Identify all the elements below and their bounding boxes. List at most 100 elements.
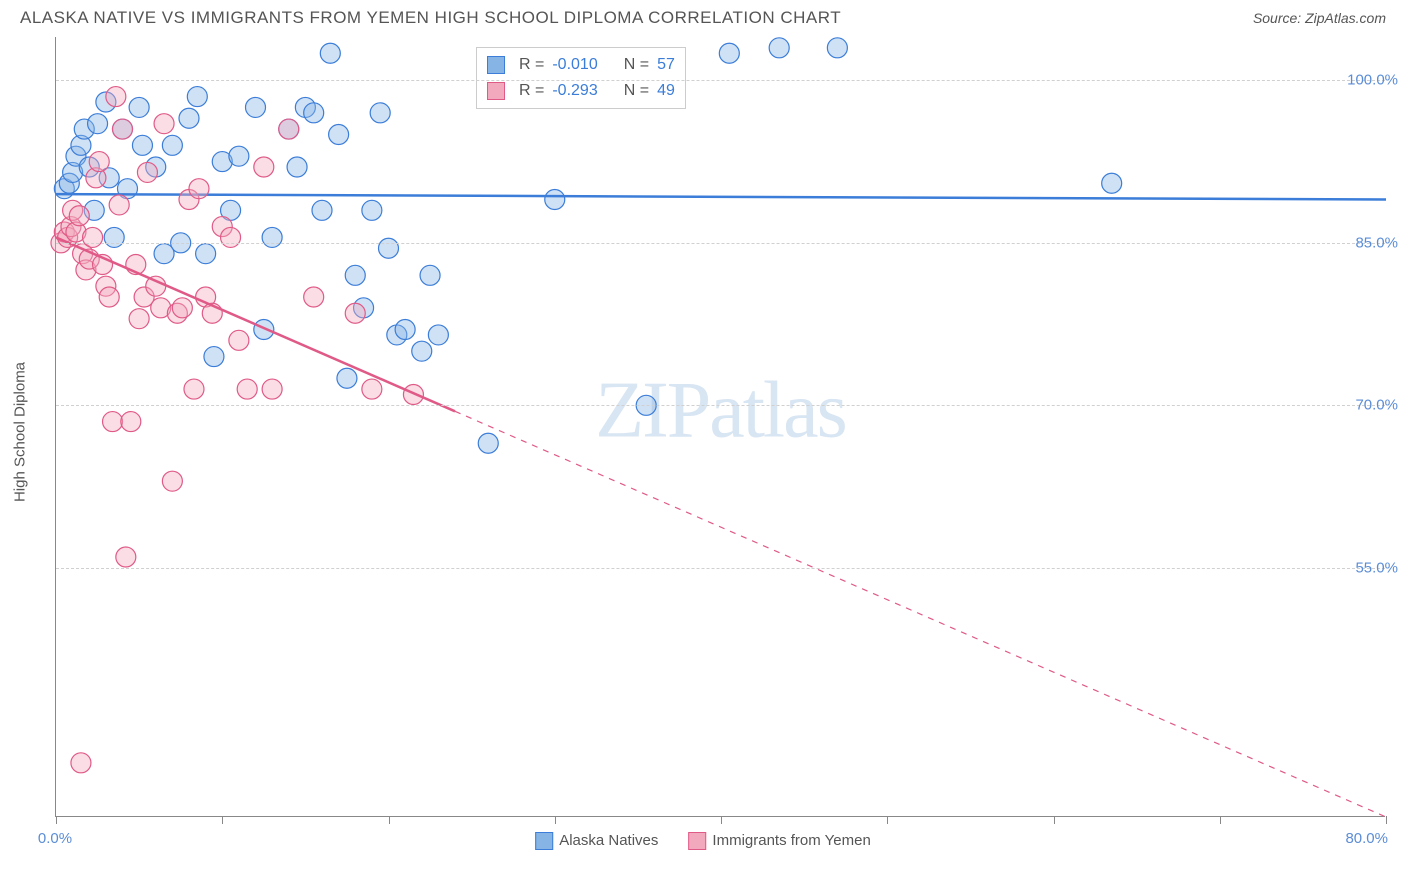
grid-line xyxy=(56,243,1385,244)
data-point xyxy=(412,341,432,361)
data-point xyxy=(719,43,739,63)
r-label: R = xyxy=(519,52,544,78)
data-point xyxy=(121,412,141,432)
data-point xyxy=(254,320,274,340)
data-point xyxy=(362,379,382,399)
legend-text-1: Alaska Natives xyxy=(559,832,658,849)
legend-swatch-2 xyxy=(487,82,505,100)
chart-title: ALASKA NATIVE VS IMMIGRANTS FROM YEMEN H… xyxy=(20,8,841,28)
data-point xyxy=(769,38,789,58)
data-point xyxy=(196,244,216,264)
data-point xyxy=(221,227,241,247)
data-point xyxy=(204,347,224,367)
y-tick-label: 100.0% xyxy=(1347,72,1398,89)
data-point xyxy=(137,162,157,182)
data-point xyxy=(71,753,91,773)
data-point xyxy=(106,87,126,107)
x-tick xyxy=(222,816,223,824)
x-tick xyxy=(555,816,556,824)
r-value-2: -0.293 xyxy=(552,78,597,104)
data-point xyxy=(89,152,109,172)
x-tick xyxy=(1386,816,1387,824)
trend-line-dashed xyxy=(455,411,1386,817)
stat-row-2: R = -0.293 N = 49 xyxy=(487,78,675,104)
bottom-legend: Alaska Natives Immigrants from Yemen xyxy=(535,832,871,850)
data-point xyxy=(229,146,249,166)
data-point xyxy=(109,195,129,215)
n-label: N = xyxy=(624,52,649,78)
n-value-1: 57 xyxy=(657,52,675,78)
data-point xyxy=(154,114,174,134)
data-point xyxy=(162,135,182,155)
x-tick xyxy=(389,816,390,824)
legend-item-2: Immigrants from Yemen xyxy=(688,832,870,850)
data-point xyxy=(320,43,340,63)
y-tick-label: 55.0% xyxy=(1355,559,1398,576)
r-label: R = xyxy=(519,78,544,104)
data-point xyxy=(478,433,498,453)
data-point xyxy=(420,265,440,285)
y-axis-label: High School Diploma xyxy=(12,362,29,502)
legend-swatch-1 xyxy=(487,56,505,74)
x-min-label: 0.0% xyxy=(38,830,72,847)
legend-swatch-icon xyxy=(688,832,706,850)
data-point xyxy=(345,265,365,285)
data-point xyxy=(370,103,390,123)
chart-area: High School Diploma ZIPatlas R = -0.010 … xyxy=(0,32,1406,852)
data-point xyxy=(337,368,357,388)
data-point xyxy=(113,119,133,139)
grid-line xyxy=(56,405,1385,406)
data-point xyxy=(129,309,149,329)
data-point xyxy=(187,87,207,107)
x-tick xyxy=(1054,816,1055,824)
data-point xyxy=(1102,173,1122,193)
stat-row-1: R = -0.010 N = 57 xyxy=(487,52,675,78)
data-point xyxy=(304,103,324,123)
x-max-label: 80.0% xyxy=(1345,830,1388,847)
legend-text-2: Immigrants from Yemen xyxy=(712,832,870,849)
data-point xyxy=(345,303,365,323)
n-label: N = xyxy=(624,78,649,104)
data-point xyxy=(254,157,274,177)
data-point xyxy=(88,114,108,134)
data-point xyxy=(132,135,152,155)
source-label: Source: ZipAtlas.com xyxy=(1253,10,1386,26)
x-tick xyxy=(1220,816,1221,824)
scatter-svg xyxy=(56,37,1386,817)
data-point xyxy=(99,287,119,307)
data-point xyxy=(395,320,415,340)
stat-box: R = -0.010 N = 57 R = -0.293 N = 49 xyxy=(476,47,686,109)
n-value-2: 49 xyxy=(657,78,675,104)
data-point xyxy=(69,206,89,226)
data-point xyxy=(362,200,382,220)
data-point xyxy=(262,227,282,247)
r-value-1: -0.010 xyxy=(552,52,597,78)
y-tick-label: 85.0% xyxy=(1355,234,1398,251)
data-point xyxy=(179,108,199,128)
legend-swatch-icon xyxy=(535,832,553,850)
data-point xyxy=(116,547,136,567)
data-point xyxy=(172,298,192,318)
data-point xyxy=(304,287,324,307)
data-point xyxy=(262,379,282,399)
trend-line-solid xyxy=(56,194,1386,199)
x-tick xyxy=(56,816,57,824)
data-point xyxy=(162,471,182,491)
data-point xyxy=(104,227,124,247)
data-point xyxy=(103,412,123,432)
grid-line xyxy=(56,80,1385,81)
x-tick xyxy=(887,816,888,824)
x-tick xyxy=(721,816,722,824)
data-point xyxy=(237,379,257,399)
data-point xyxy=(545,190,565,210)
data-point xyxy=(279,119,299,139)
data-point xyxy=(129,97,149,117)
y-tick-label: 70.0% xyxy=(1355,397,1398,414)
data-point xyxy=(189,179,209,199)
grid-line xyxy=(56,568,1385,569)
data-point xyxy=(329,125,349,145)
data-point xyxy=(287,157,307,177)
data-point xyxy=(184,379,204,399)
data-point xyxy=(83,227,103,247)
data-point xyxy=(246,97,266,117)
